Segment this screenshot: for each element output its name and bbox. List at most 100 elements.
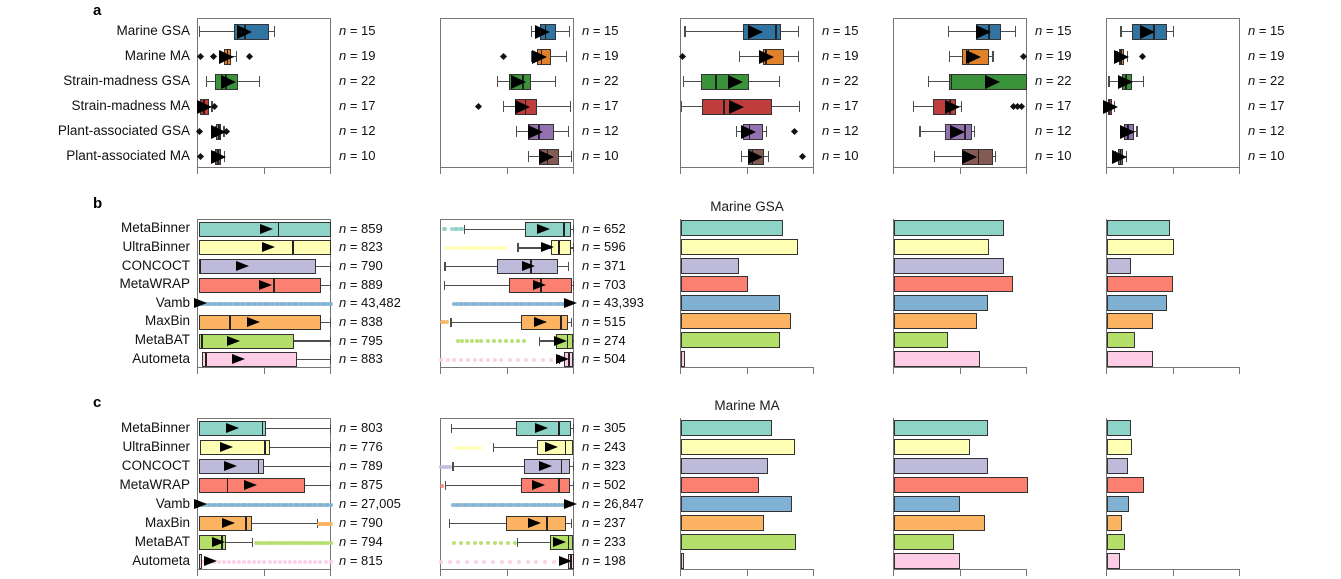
mean-marker <box>1117 74 1133 89</box>
whisker-cap-low <box>452 462 454 471</box>
outlier-dot <box>464 559 469 564</box>
n-label: n = 15 <box>822 23 859 38</box>
bar-ultrabinner <box>1107 238 1174 255</box>
outlier-dot <box>306 502 311 507</box>
outlier-dot <box>329 301 334 306</box>
whisker-cap-low <box>681 101 683 112</box>
n-label: n = 22 <box>339 73 376 88</box>
outlier-dot <box>500 245 505 250</box>
outlier-dot <box>559 502 564 507</box>
median-line <box>950 74 953 89</box>
whisker-cap-low <box>530 26 532 37</box>
outlier-dot <box>297 502 302 507</box>
whisker-cap-high <box>568 262 570 272</box>
outlier-dot <box>474 502 479 507</box>
outlier-diamond <box>1019 52 1027 61</box>
outlier-dot <box>456 245 461 250</box>
outlier-dot <box>488 502 493 507</box>
whisker-cap-high <box>330 262 332 272</box>
bar-concoct <box>681 457 769 474</box>
outlier-dot <box>210 301 215 306</box>
bar-ultrabinner <box>681 438 795 455</box>
outlier-dot <box>266 301 271 306</box>
whisker <box>684 30 798 33</box>
outlier-dot <box>453 245 458 250</box>
outlier-dot <box>548 357 553 362</box>
category-label-autometa: Autometa <box>132 350 190 366</box>
outlier-dot <box>247 301 252 306</box>
mean-marker <box>545 442 559 452</box>
bar-autometa <box>1107 350 1153 367</box>
panel-c-plot-2 <box>439 418 578 570</box>
outlier-dot <box>273 502 278 507</box>
outlier-diamond <box>209 52 217 61</box>
outlier-dot <box>231 559 236 564</box>
mean-marker <box>563 298 577 309</box>
mean-marker <box>747 149 763 164</box>
outlier-dot <box>489 301 494 306</box>
outlier-dot <box>323 559 328 564</box>
outlier-dot <box>533 502 538 507</box>
outlier-dot <box>258 502 263 507</box>
whisker-cap-high <box>567 126 569 137</box>
outlier-dot <box>522 339 527 344</box>
outlier-dot <box>487 245 492 250</box>
mean-marker <box>1140 24 1156 39</box>
whisker-cap-low <box>206 76 208 87</box>
outlier-dot <box>309 540 314 545</box>
outlier-dot <box>249 301 254 306</box>
category-label-marine-gsa: Marine GSA <box>116 22 190 38</box>
n-label: n = 502 <box>582 477 626 492</box>
outlier-dot <box>538 301 543 306</box>
outlier-dot <box>472 357 477 362</box>
mean-marker <box>236 24 252 39</box>
bar-metawrap <box>1107 276 1173 293</box>
median-line <box>558 241 560 255</box>
outlier-dot <box>261 540 266 545</box>
outlier-diamond <box>790 127 798 136</box>
category-label-metabinner: MetaBinner <box>120 419 190 435</box>
n-label: n = 15 <box>1248 23 1285 38</box>
outlier-dot <box>475 245 480 250</box>
outlier-dot <box>478 301 483 306</box>
outlier-dot <box>326 301 331 306</box>
whisker-cap-low <box>444 262 446 272</box>
median-line <box>723 99 725 114</box>
panel-a-plot-2 <box>440 18 574 168</box>
outlier-dot <box>288 301 293 306</box>
category-label-plant-associated-ma: Plant-associated MA <box>66 147 190 163</box>
outlier-diamond <box>196 152 204 161</box>
median-line <box>226 479 229 492</box>
panel-c-plot-4 <box>893 418 1028 570</box>
mean-marker <box>1112 149 1128 164</box>
bar-ultrabinner <box>894 438 971 455</box>
outlier-dot <box>461 445 466 450</box>
outlier-dot <box>276 301 281 306</box>
outlier-dot <box>506 540 510 545</box>
outlier-dot <box>299 502 304 507</box>
box <box>200 440 271 455</box>
outlier-dot <box>465 339 470 344</box>
outlier-dot <box>213 301 218 306</box>
outlier-dot <box>464 502 469 507</box>
n-label: n = 19 <box>339 48 376 63</box>
outlier-dot <box>551 301 556 306</box>
panel-c-plot-1 <box>194 418 333 570</box>
panel-b-title: Marine GSA <box>710 199 784 214</box>
whisker-cap-low <box>741 151 743 162</box>
whisker-cap-high <box>797 26 799 37</box>
whisker-cap-high <box>554 76 557 87</box>
outlier-dot <box>275 502 280 507</box>
panel-b-plot-3 <box>680 219 814 368</box>
bar-autometa <box>894 552 960 569</box>
n-label: n = 10 <box>582 148 619 163</box>
median-line <box>257 460 260 473</box>
outlier-dot <box>479 339 484 344</box>
mean-marker <box>975 24 991 39</box>
whisker-cap-high <box>570 151 573 162</box>
outlier-dot <box>456 502 461 507</box>
outlier-dot <box>528 301 533 306</box>
outlier-dot <box>503 339 508 344</box>
outlier-dot <box>307 301 312 306</box>
whisker <box>452 465 573 468</box>
